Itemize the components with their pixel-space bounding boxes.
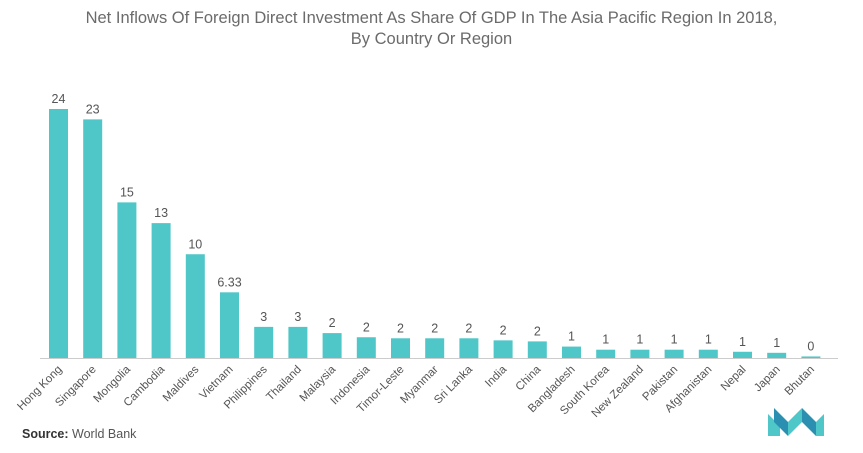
bar-malaysia — [322, 333, 342, 358]
data-label: 1 — [636, 333, 643, 347]
bar-singapore — [83, 119, 103, 358]
bar-cambodia — [151, 223, 171, 358]
data-label: 6.33 — [217, 275, 241, 289]
data-label: 1 — [705, 333, 712, 347]
bar-china — [527, 341, 547, 358]
bar-hong-kong — [49, 109, 68, 358]
bar-afghanistan — [698, 349, 718, 358]
data-label: 1 — [671, 333, 678, 347]
x-tick-label: Sri Lanka — [432, 363, 475, 406]
data-label: 2 — [397, 321, 404, 335]
bar-mongolia — [117, 202, 137, 358]
data-label: 1 — [773, 336, 780, 350]
chart-title-line-1: Net Inflows Of Foreign Direct Investment… — [85, 9, 778, 27]
data-label: 1 — [739, 335, 746, 349]
x-tick-label: India — [483, 363, 510, 390]
data-label: 15 — [120, 185, 134, 199]
bar-new-zealand — [630, 349, 650, 358]
x-tick-label: China — [514, 363, 544, 393]
data-label: 2 — [431, 321, 438, 335]
chart-title: Net Inflows Of Foreign Direct Investment… — [0, 8, 863, 50]
bar-maldives — [185, 254, 205, 358]
x-tick-label: Maldives — [161, 363, 202, 404]
x-tick-label: Bhutan — [783, 364, 817, 398]
data-label: 3 — [294, 310, 301, 324]
bar-indonesia — [356, 337, 376, 358]
source-note: Source: World Bank — [22, 427, 136, 441]
data-label: 10 — [188, 237, 202, 251]
data-label: 23 — [86, 102, 100, 116]
bar-india — [493, 340, 513, 358]
bar-bhutan — [801, 356, 821, 358]
source-value: World Bank — [72, 427, 137, 441]
source-label: Source: — [22, 427, 69, 441]
bar-nepal — [733, 351, 752, 358]
data-label: 1 — [568, 330, 575, 344]
data-label: 2 — [465, 321, 472, 335]
data-label: 0 — [807, 339, 814, 353]
bar-pakistan — [664, 349, 684, 358]
data-label: 2 — [329, 316, 336, 330]
bar-philippines — [254, 326, 274, 358]
bar-timor-leste — [391, 338, 410, 358]
data-label: 24 — [52, 92, 66, 106]
bar-south-korea — [596, 349, 616, 358]
bar-bangladesh — [562, 346, 581, 358]
bar-thailand — [288, 326, 308, 358]
chart-title-line-2: By Country Or Region — [350, 30, 513, 48]
x-tick-label: Japan — [752, 364, 783, 395]
data-label: 3 — [260, 310, 267, 324]
mordor-logo-icon — [768, 408, 824, 436]
bar-myanmar — [425, 338, 445, 358]
bar-japan — [767, 352, 787, 358]
x-tick-label: Nepal — [719, 364, 749, 394]
data-label: 2 — [500, 323, 507, 337]
data-label: 2 — [363, 320, 370, 334]
data-label: 1 — [602, 333, 609, 347]
data-label: 2 — [534, 324, 541, 338]
data-label: 13 — [154, 206, 168, 220]
bar-sri-lanka — [459, 338, 479, 358]
bar-vietnam — [220, 292, 239, 358]
